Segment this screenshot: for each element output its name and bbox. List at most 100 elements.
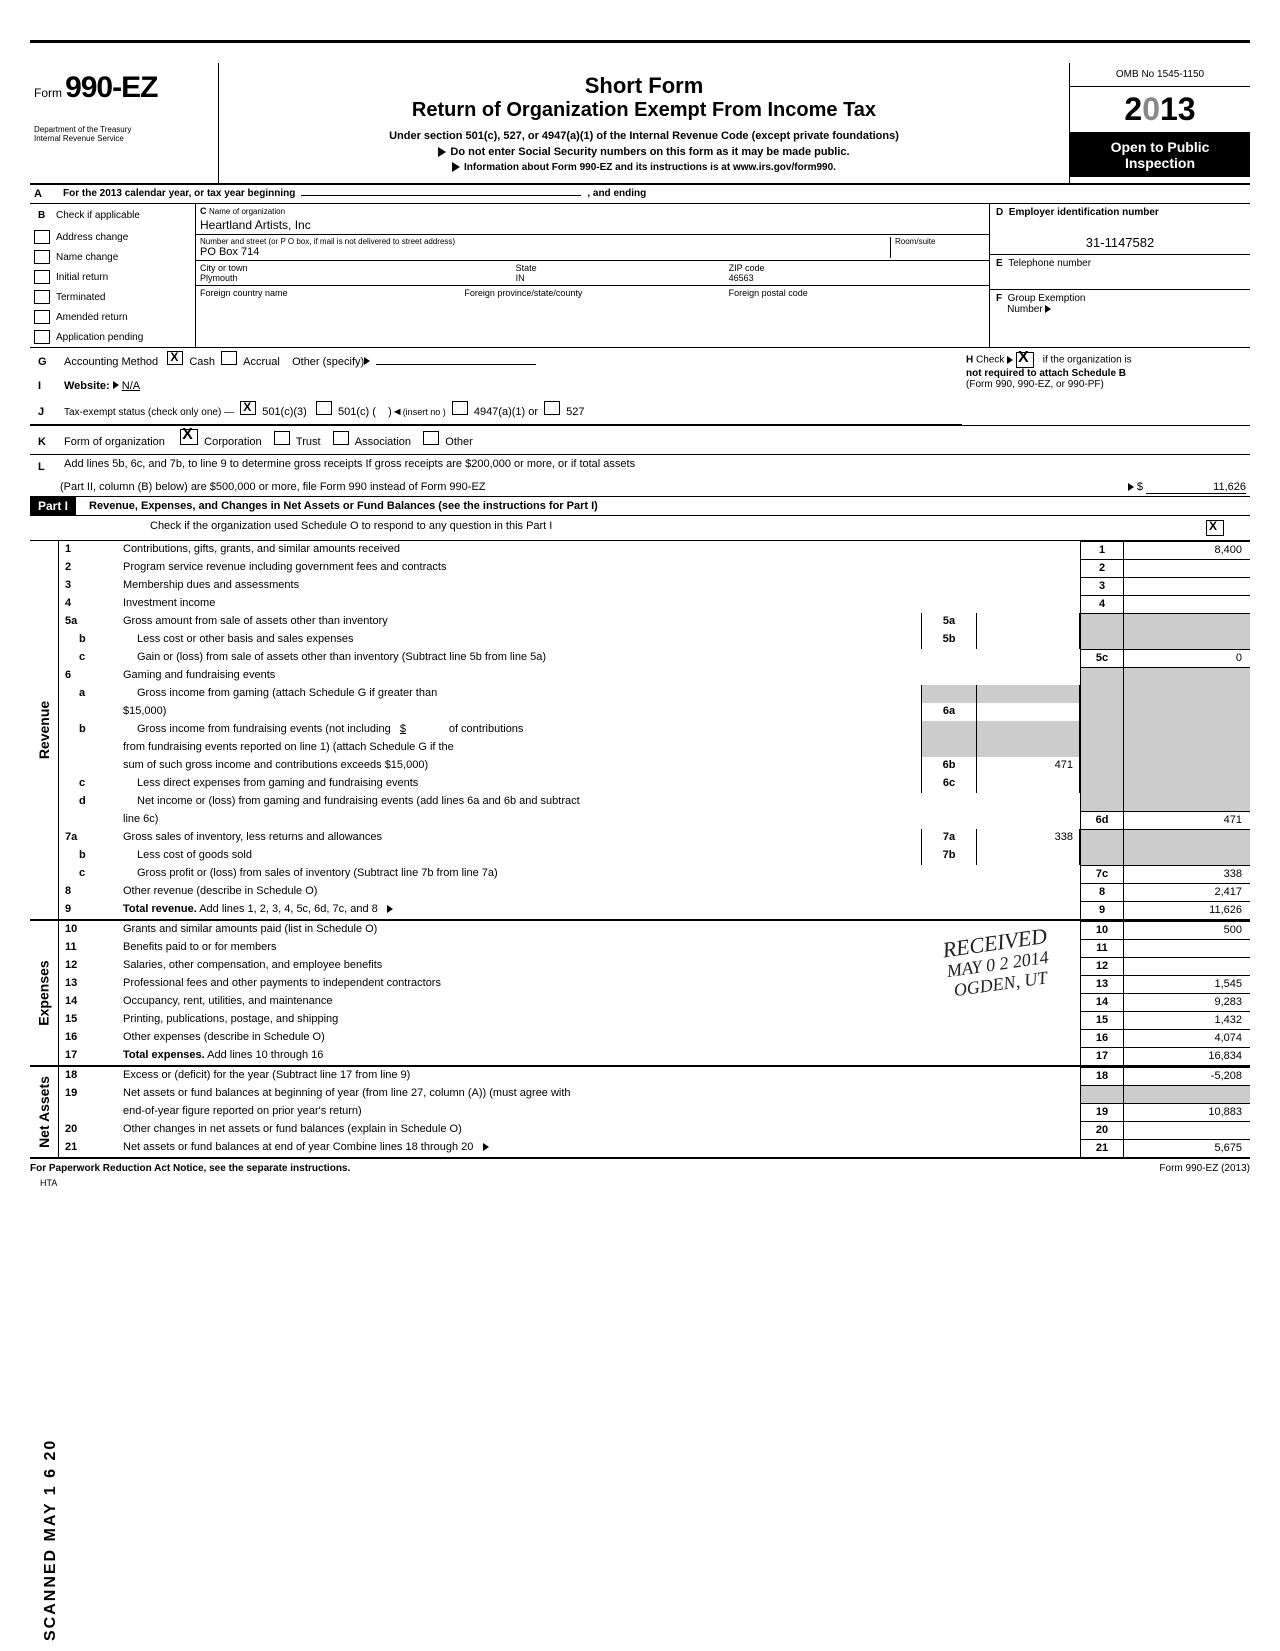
header-center: Short Form Return of Organization Exempt…: [219, 63, 1069, 183]
line-17: Total expenses. Add lines 10 through 16: [121, 1047, 1080, 1065]
footer: For Paperwork Reduction Act Notice, see …: [30, 1159, 1250, 1178]
line-13: Professional fees and other payments to …: [121, 975, 1080, 993]
return-title: Return of Organization Exempt From Incom…: [239, 99, 1049, 122]
street-label: Number and street (or P O box, if mail i…: [200, 237, 890, 246]
part1-label: Part I: [30, 497, 76, 515]
header-right: OMB No 1545-1150 2013 Open to PublicInsp…: [1069, 63, 1250, 183]
line-6a: Gross income from gaming (attach Schedul…: [135, 685, 921, 703]
omb-number: OMB No 1545-1150: [1070, 63, 1250, 87]
room-label: Room/suite: [895, 237, 985, 246]
expenses-section: Expenses 10Grants and similar amounts pa…: [30, 921, 1250, 1067]
checkbox-schedule-o[interactable]: [1206, 520, 1224, 536]
letter-a: A: [30, 185, 60, 203]
gross-receipts-text2: (Part II, column (B) below) are $500,000…: [34, 481, 486, 494]
line-6c: Less direct expenses from gaming and fun…: [135, 775, 921, 793]
checkbox-other-form[interactable]: [423, 431, 439, 445]
line-19-value: 10,883: [1124, 1103, 1250, 1121]
city-value: Plymouth: [200, 273, 508, 283]
form-number: 990-EZ: [65, 71, 157, 104]
checkbox-4947[interactable]: [452, 401, 468, 415]
line-12-value: [1124, 957, 1250, 975]
label-address-change: Address change: [56, 232, 128, 243]
scanned-stamp: SCANNED MAY 1 6 20: [42, 1439, 60, 1641]
col-d: D Employer identification number 31-1147…: [990, 204, 1250, 347]
ein-value: 31-1147582: [990, 221, 1250, 255]
label-corporation: Corporation: [204, 436, 261, 448]
line-1-value: 8,400: [1124, 541, 1250, 559]
line-1: Contributions, gifts, grants, and simila…: [121, 541, 1080, 559]
zip-label: ZIP code: [729, 263, 985, 273]
form-of-org-label: Form of organization: [64, 436, 165, 448]
checkbox-cash[interactable]: [167, 351, 183, 365]
line-12: Salaries, other compensation, and employ…: [121, 957, 1080, 975]
check-if-applicable: Check if applicable: [56, 210, 140, 221]
checkbox-501c3[interactable]: [240, 401, 256, 415]
row-k: K Form of organization Corporation Trust…: [30, 426, 1250, 455]
netassets-section: Net Assets 18Excess or (deficit) for the…: [30, 1067, 1250, 1159]
schedule-b-ref: (Form 990, 990-EZ, or 990-PF): [966, 379, 1104, 390]
line-21: Net assets or fund balances at end of ye…: [121, 1139, 1080, 1157]
line-6d: Net income or (loss) from gaming and fun…: [135, 793, 1080, 811]
line-10-value: 500: [1124, 921, 1250, 939]
line-4: Investment income: [121, 595, 1080, 613]
label-527: 527: [566, 406, 584, 418]
checkbox-527[interactable]: [544, 401, 560, 415]
checkbox-amended[interactable]: [34, 310, 50, 324]
label-terminated: Terminated: [56, 292, 105, 303]
gross-receipts-value: 11,626: [1146, 481, 1246, 494]
website-label: Website:: [64, 380, 110, 392]
info-about: Information about Form 990-EZ and its in…: [239, 162, 1049, 173]
label-trust: Trust: [296, 436, 321, 448]
checkbox-accrual[interactable]: [221, 351, 237, 365]
netassets-side-label: Net Assets: [30, 1067, 59, 1157]
row-l-2: (Part II, column (B) below) are $500,000…: [30, 479, 1250, 497]
checkbox-terminated[interactable]: [34, 290, 50, 304]
revenue-side-label: Revenue: [30, 541, 59, 919]
line-5c: Gain or (loss) from sale of assets other…: [135, 649, 1080, 667]
row-l: L Add lines 5b, 6c, and 7b, to line 9 to…: [30, 455, 1250, 479]
foreign-country-label: Foreign country name: [200, 288, 456, 298]
line-3: Membership dues and assessments: [121, 577, 1080, 595]
line-3-value: [1124, 577, 1250, 595]
label-cash: Cash: [189, 356, 215, 368]
line-21-value: 5,675: [1124, 1139, 1250, 1157]
street-value: PO Box 714: [200, 246, 890, 258]
row-h: H Check if the organization is not requi…: [962, 348, 1250, 425]
checkbox-association[interactable]: [333, 431, 349, 445]
checkbox-schedule-b[interactable]: [1016, 352, 1034, 368]
label-4947: 4947(a)(1) or: [474, 406, 538, 418]
revenue-section: Revenue 1Contributions, gifts, grants, a…: [30, 541, 1250, 921]
form-header: Form 990-EZ Department of the Treasury I…: [30, 63, 1250, 185]
checkbox-501c[interactable]: [316, 401, 332, 415]
paperwork-notice: For Paperwork Reduction Act Notice, see …: [30, 1163, 350, 1174]
line-13-value: 1,545: [1124, 975, 1250, 993]
line-7c: Gross profit or (loss) from sales of inv…: [135, 865, 1080, 883]
label-501c3: 501(c)(3): [262, 406, 307, 418]
expenses-side-label: Expenses: [30, 921, 59, 1065]
line-20-value: [1124, 1121, 1250, 1139]
checkbox-address-change[interactable]: [34, 230, 50, 244]
line-7b: Less cost of goods sold: [135, 847, 921, 865]
org-name-label: Name of organization: [209, 207, 285, 216]
line-9-value: 11,626: [1124, 901, 1250, 919]
line-7c-value: 338: [1124, 865, 1250, 883]
checkbox-name-change[interactable]: [34, 250, 50, 264]
accounting-method-label: Accounting Method: [64, 356, 158, 368]
line-18-value: -5,208: [1124, 1067, 1250, 1085]
row-a: A For the 2013 calendar year, or tax yea…: [30, 185, 1250, 204]
checkbox-trust[interactable]: [274, 431, 290, 445]
line-5a: Gross amount from sale of assets other t…: [121, 613, 921, 631]
label-initial-return: Initial return: [56, 272, 108, 283]
line-7a: Gross sales of inventory, less returns a…: [121, 829, 921, 847]
line-6b-value: 471: [977, 757, 1080, 775]
line-5c-value: 0: [1124, 649, 1250, 667]
part1-check-text: Check if the organization used Schedule …: [150, 520, 552, 536]
state-label: State: [516, 263, 721, 273]
checkbox-initial-return[interactable]: [34, 270, 50, 284]
checkbox-corporation[interactable]: [180, 429, 198, 445]
open-public: Open to PublicInspection: [1070, 133, 1250, 177]
line-20: Other changes in net assets or fund bala…: [121, 1121, 1080, 1139]
tax-year: 2013: [1070, 87, 1250, 133]
city-label: City or town: [200, 263, 508, 273]
checkbox-app-pending[interactable]: [34, 330, 50, 344]
